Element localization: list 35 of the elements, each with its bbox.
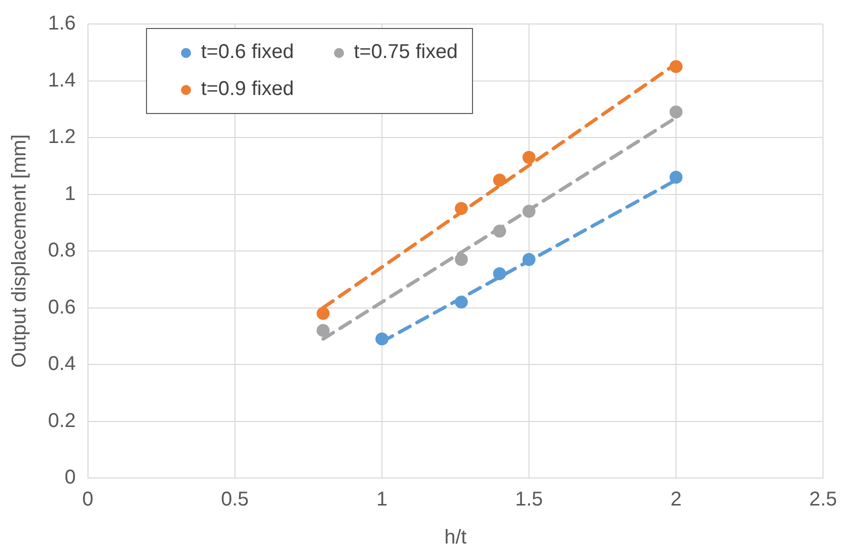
point [493,224,506,238]
x-tick-label: 1 [376,488,388,511]
point [454,253,468,266]
y-tick-label: 0.4 [48,353,76,376]
point [375,332,388,346]
y-tick-label: 0 [64,466,76,489]
point [493,174,506,187]
x-tick-label: 1.5 [515,488,543,511]
point [316,324,330,337]
y-tick-label: 1 [64,182,76,205]
y-tick-label: 1.4 [48,69,76,92]
point [493,267,506,280]
y-tick-label: 1.2 [48,126,76,148]
point [670,170,683,184]
y-tick-label: 0.2 [48,410,76,432]
point [454,296,468,309]
x-axis-title: h/t [444,526,468,549]
x-tick-label: 0 [82,488,94,511]
x-tick-label: 2 [670,488,682,511]
point [522,150,536,164]
legend-label: t=0.75 fixed [354,41,458,64]
point [454,202,468,215]
legend-label: t=0.9 fixed [201,78,294,101]
y-tick-label: 1.6 [48,12,76,35]
x-tick-label: 2.5 [809,488,838,511]
legend-label: t=0.6 fixed [201,41,294,64]
y-tick-label: 0.8 [48,240,76,262]
y-axis-title: Output displacement [mm] [8,134,31,368]
point [670,105,683,118]
point [522,253,536,266]
x-tick-label: 0.5 [220,488,249,511]
point [316,306,330,320]
point [670,60,683,74]
point [522,204,536,218]
y-tick-label: 0.6 [48,296,76,318]
